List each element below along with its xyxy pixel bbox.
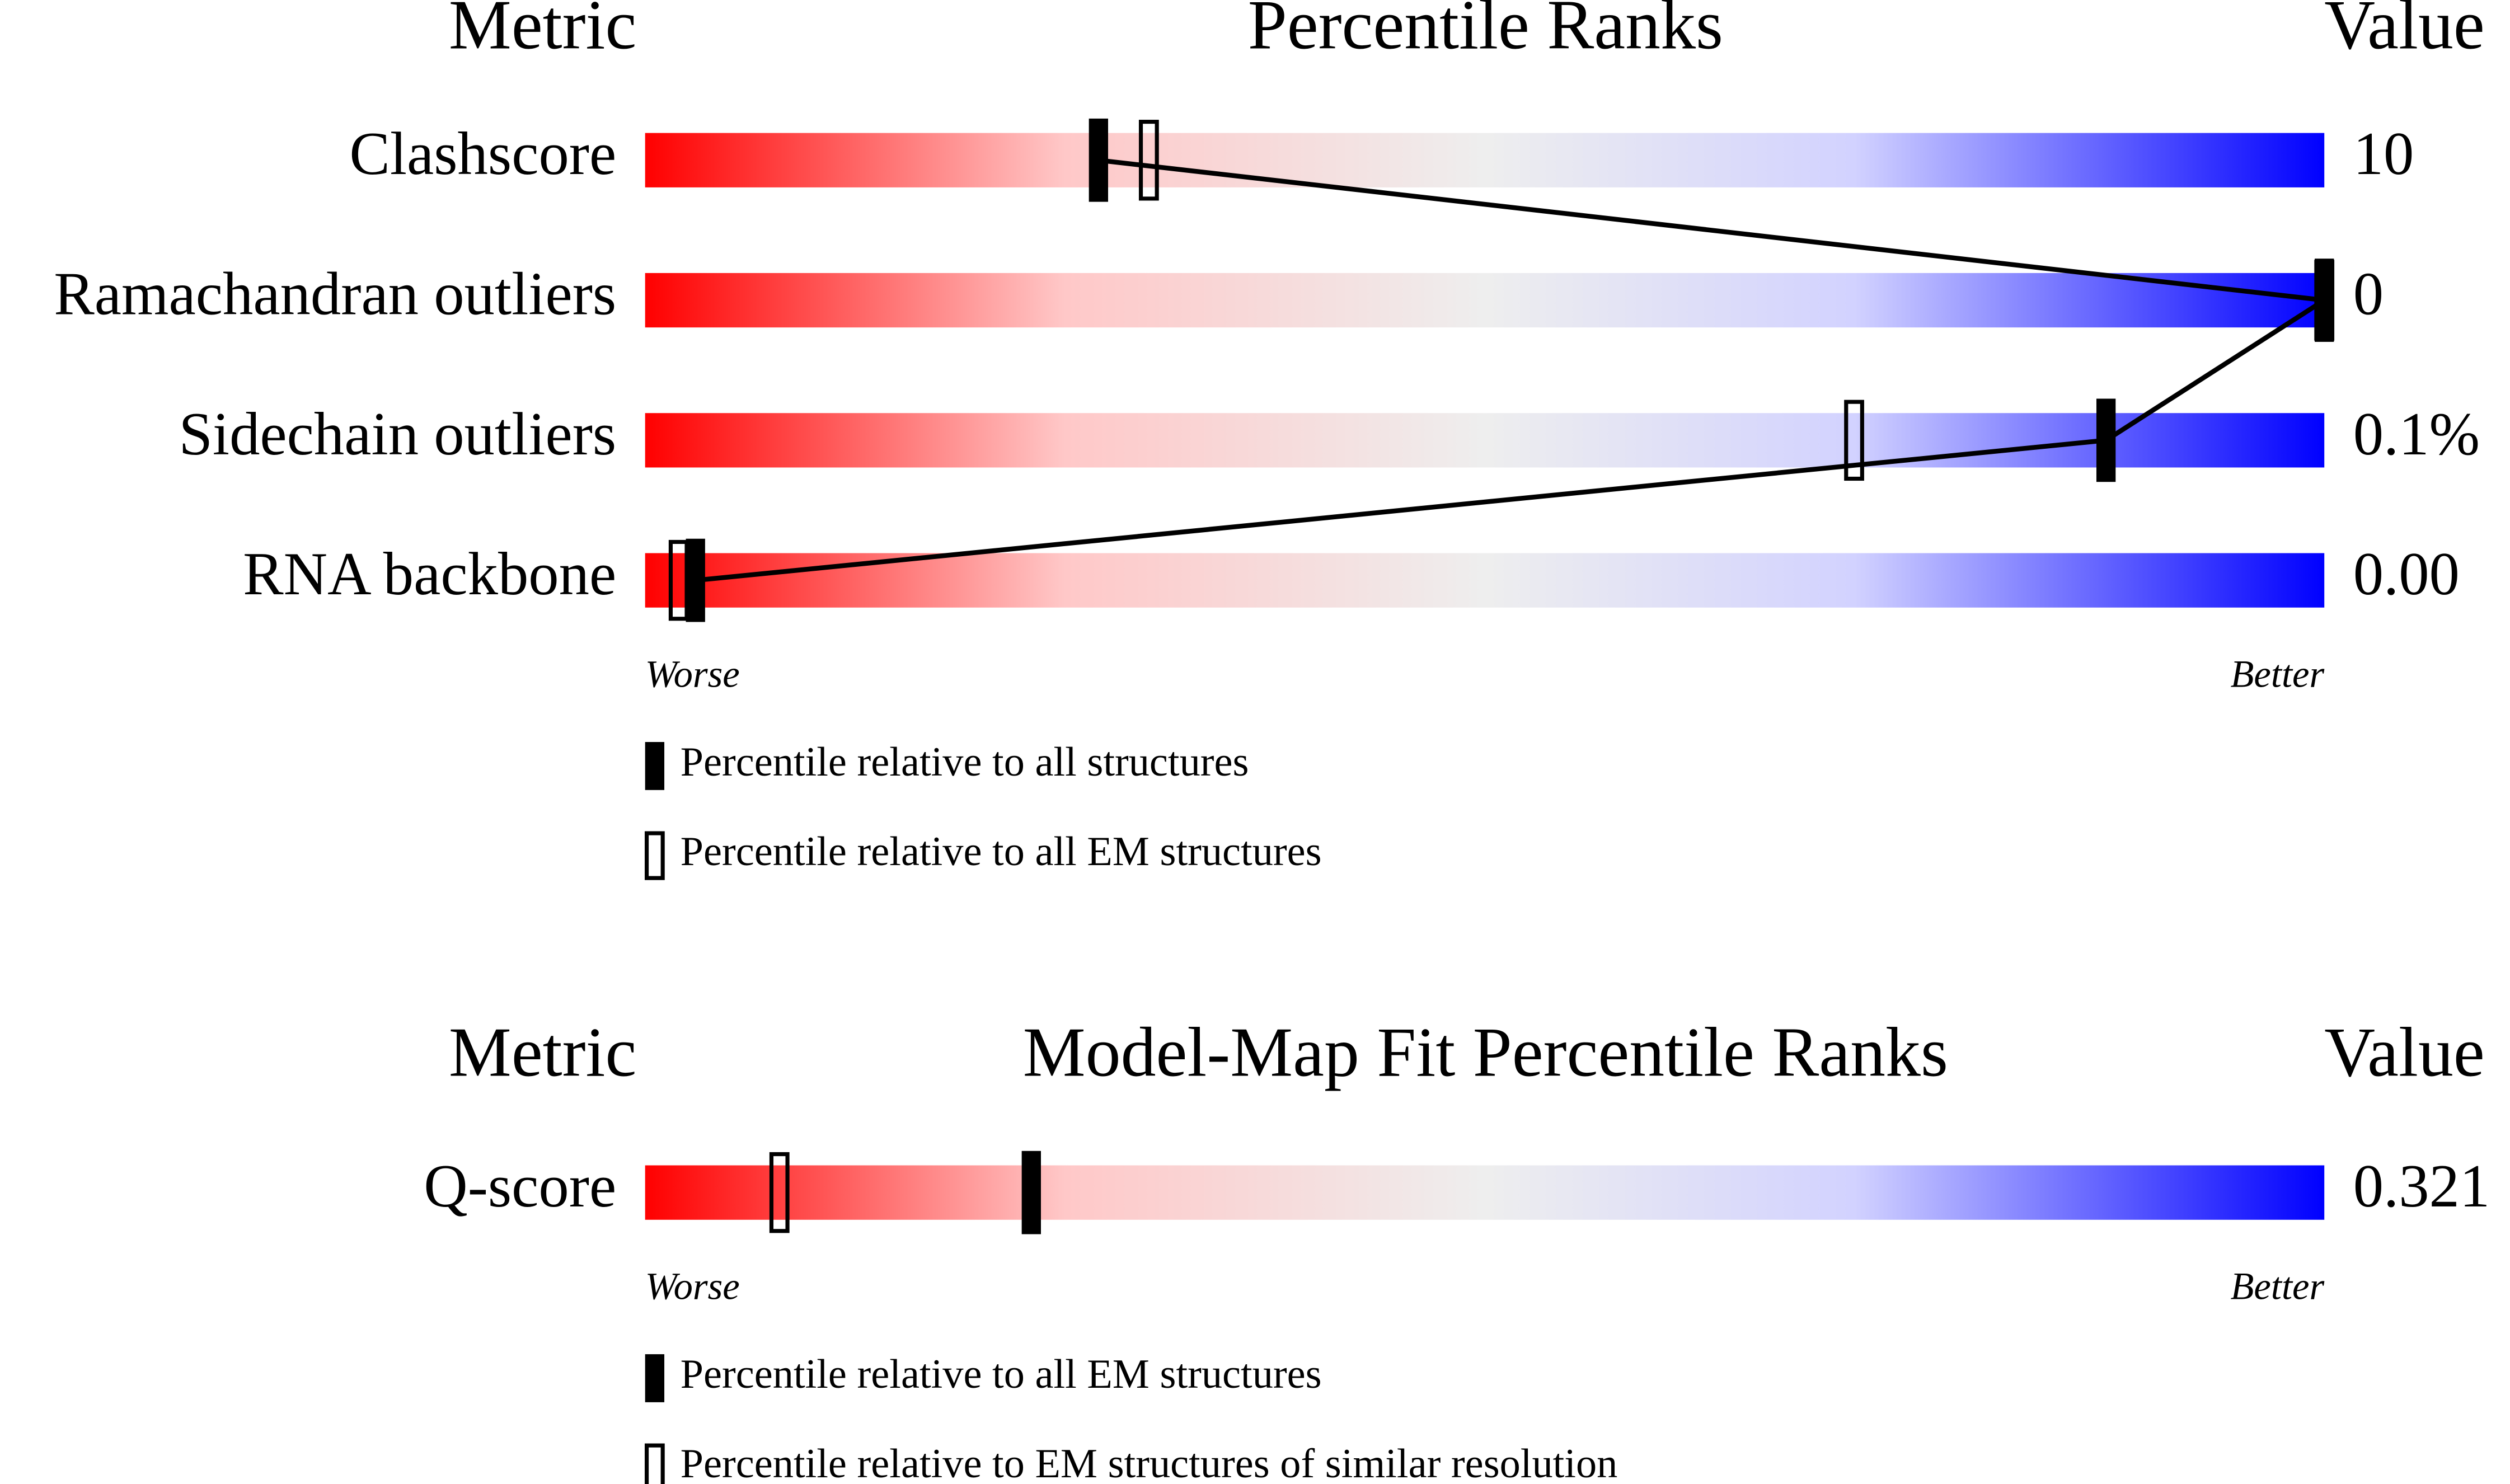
percentile-marker [1021, 1150, 1041, 1234]
legend-swatch-hollow [644, 1443, 665, 1484]
legend-label: Percentile relative to all EM structures [681, 829, 1322, 875]
legend-label: Percentile relative to all structures [681, 739, 1249, 785]
legend-swatch [645, 742, 665, 790]
gradient-bar [645, 553, 2325, 608]
legend-label: Percentile relative to all EM structures [681, 1351, 1322, 1397]
metric-header: Metric [449, 1014, 636, 1092]
percentile-marker-hollow [1138, 120, 1159, 201]
legend-label: Percentile relative to EM structures of … [681, 1441, 1618, 1484]
metric-label: Clashscore [349, 120, 616, 187]
metric-value: 0.321 [2353, 1152, 2490, 1220]
percentile-marker-hollow [769, 1152, 790, 1233]
metric-value: 10 [2353, 120, 2414, 187]
percentile-marker [1089, 118, 1109, 202]
legend-swatch-hollow [644, 831, 665, 880]
chart-title: Percentile Ranks [1248, 0, 1723, 64]
connector-line [695, 158, 2331, 583]
value-header: Value [2324, 1014, 2485, 1092]
metric-label: Q-score [424, 1152, 616, 1220]
chart-title: Model-Map Fit Percentile Ranks [1023, 1014, 1948, 1092]
metric-header: Metric [449, 0, 636, 64]
value-header: Value [2324, 0, 2485, 64]
legend-swatch [645, 1354, 665, 1402]
percentile-marker [686, 538, 705, 622]
metric-label: Ramachandran outliers [54, 260, 616, 327]
metric-value: 0.00 [2353, 540, 2460, 608]
better-label: Better [2231, 1265, 2325, 1307]
worse-label: Worse [645, 1265, 740, 1307]
percentile-marker [2096, 398, 2116, 482]
metric-label: RNA backbone [243, 540, 616, 608]
metric-label: Sidechain outliers [179, 400, 616, 468]
better-label: Better [2231, 652, 2325, 695]
percentile-marker-hollow [1844, 400, 1864, 481]
worse-label: Worse [645, 652, 740, 695]
gradient-bar [645, 413, 2325, 468]
metric-value: 0 [2353, 260, 2384, 327]
gradient-bar [645, 1165, 2325, 1220]
metric-value: 0.1% [2353, 400, 2480, 468]
gradient-bar [645, 273, 2325, 328]
percentile-marker [2315, 259, 2334, 342]
gradient-bar [645, 133, 2325, 187]
